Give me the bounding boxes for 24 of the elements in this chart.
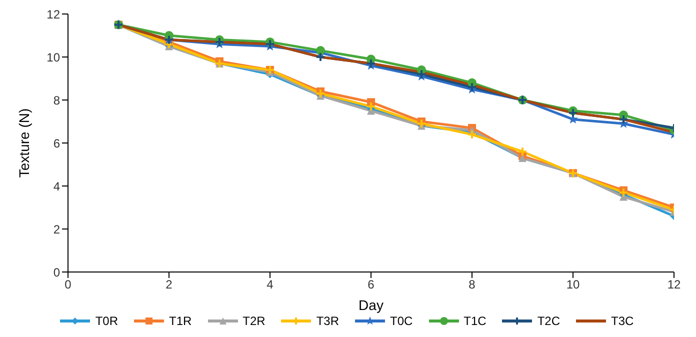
x-tick-label: 8 — [468, 278, 476, 292]
legend-label: T0R — [95, 314, 118, 328]
y-tick-label: 0 — [53, 265, 60, 280]
legend-label: T2C — [537, 314, 560, 328]
y-tick-label: 10 — [46, 50, 60, 64]
legend-label: T1C — [464, 314, 486, 328]
x-tick-label: 0 — [64, 278, 72, 292]
legend-label: T2R — [242, 314, 266, 328]
y-tick-label: 8 — [53, 93, 60, 108]
y-tick-label: 4 — [53, 179, 60, 194]
legend-label: T3C — [611, 314, 634, 328]
legend-label: T0C — [390, 314, 413, 328]
x-axis-title: Day — [358, 297, 384, 313]
y-tick-label: 2 — [53, 222, 60, 236]
x-tick-label: 12 — [667, 278, 681, 292]
x-tick-label: 10 — [566, 278, 580, 292]
legend-label: T1R — [168, 314, 192, 328]
x-tick-label: 6 — [368, 278, 375, 292]
y-tick-label: 6 — [53, 136, 60, 150]
y-tick-label: 12 — [46, 7, 60, 22]
y-axis-title: Texture (N) — [16, 108, 32, 178]
x-tick-label: 2 — [166, 278, 173, 292]
x-tick-label: 4 — [266, 278, 274, 292]
legend-label: T3R — [316, 314, 339, 328]
